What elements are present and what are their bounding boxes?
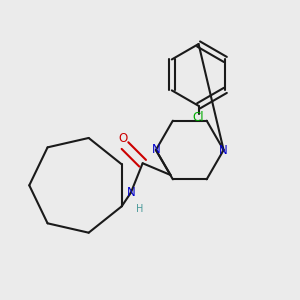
Text: Cl: Cl <box>193 111 204 124</box>
Text: O: O <box>119 132 128 145</box>
Text: N: N <box>152 143 160 157</box>
Text: H: H <box>136 204 143 214</box>
Text: N: N <box>219 143 228 157</box>
Text: N: N <box>127 186 135 199</box>
